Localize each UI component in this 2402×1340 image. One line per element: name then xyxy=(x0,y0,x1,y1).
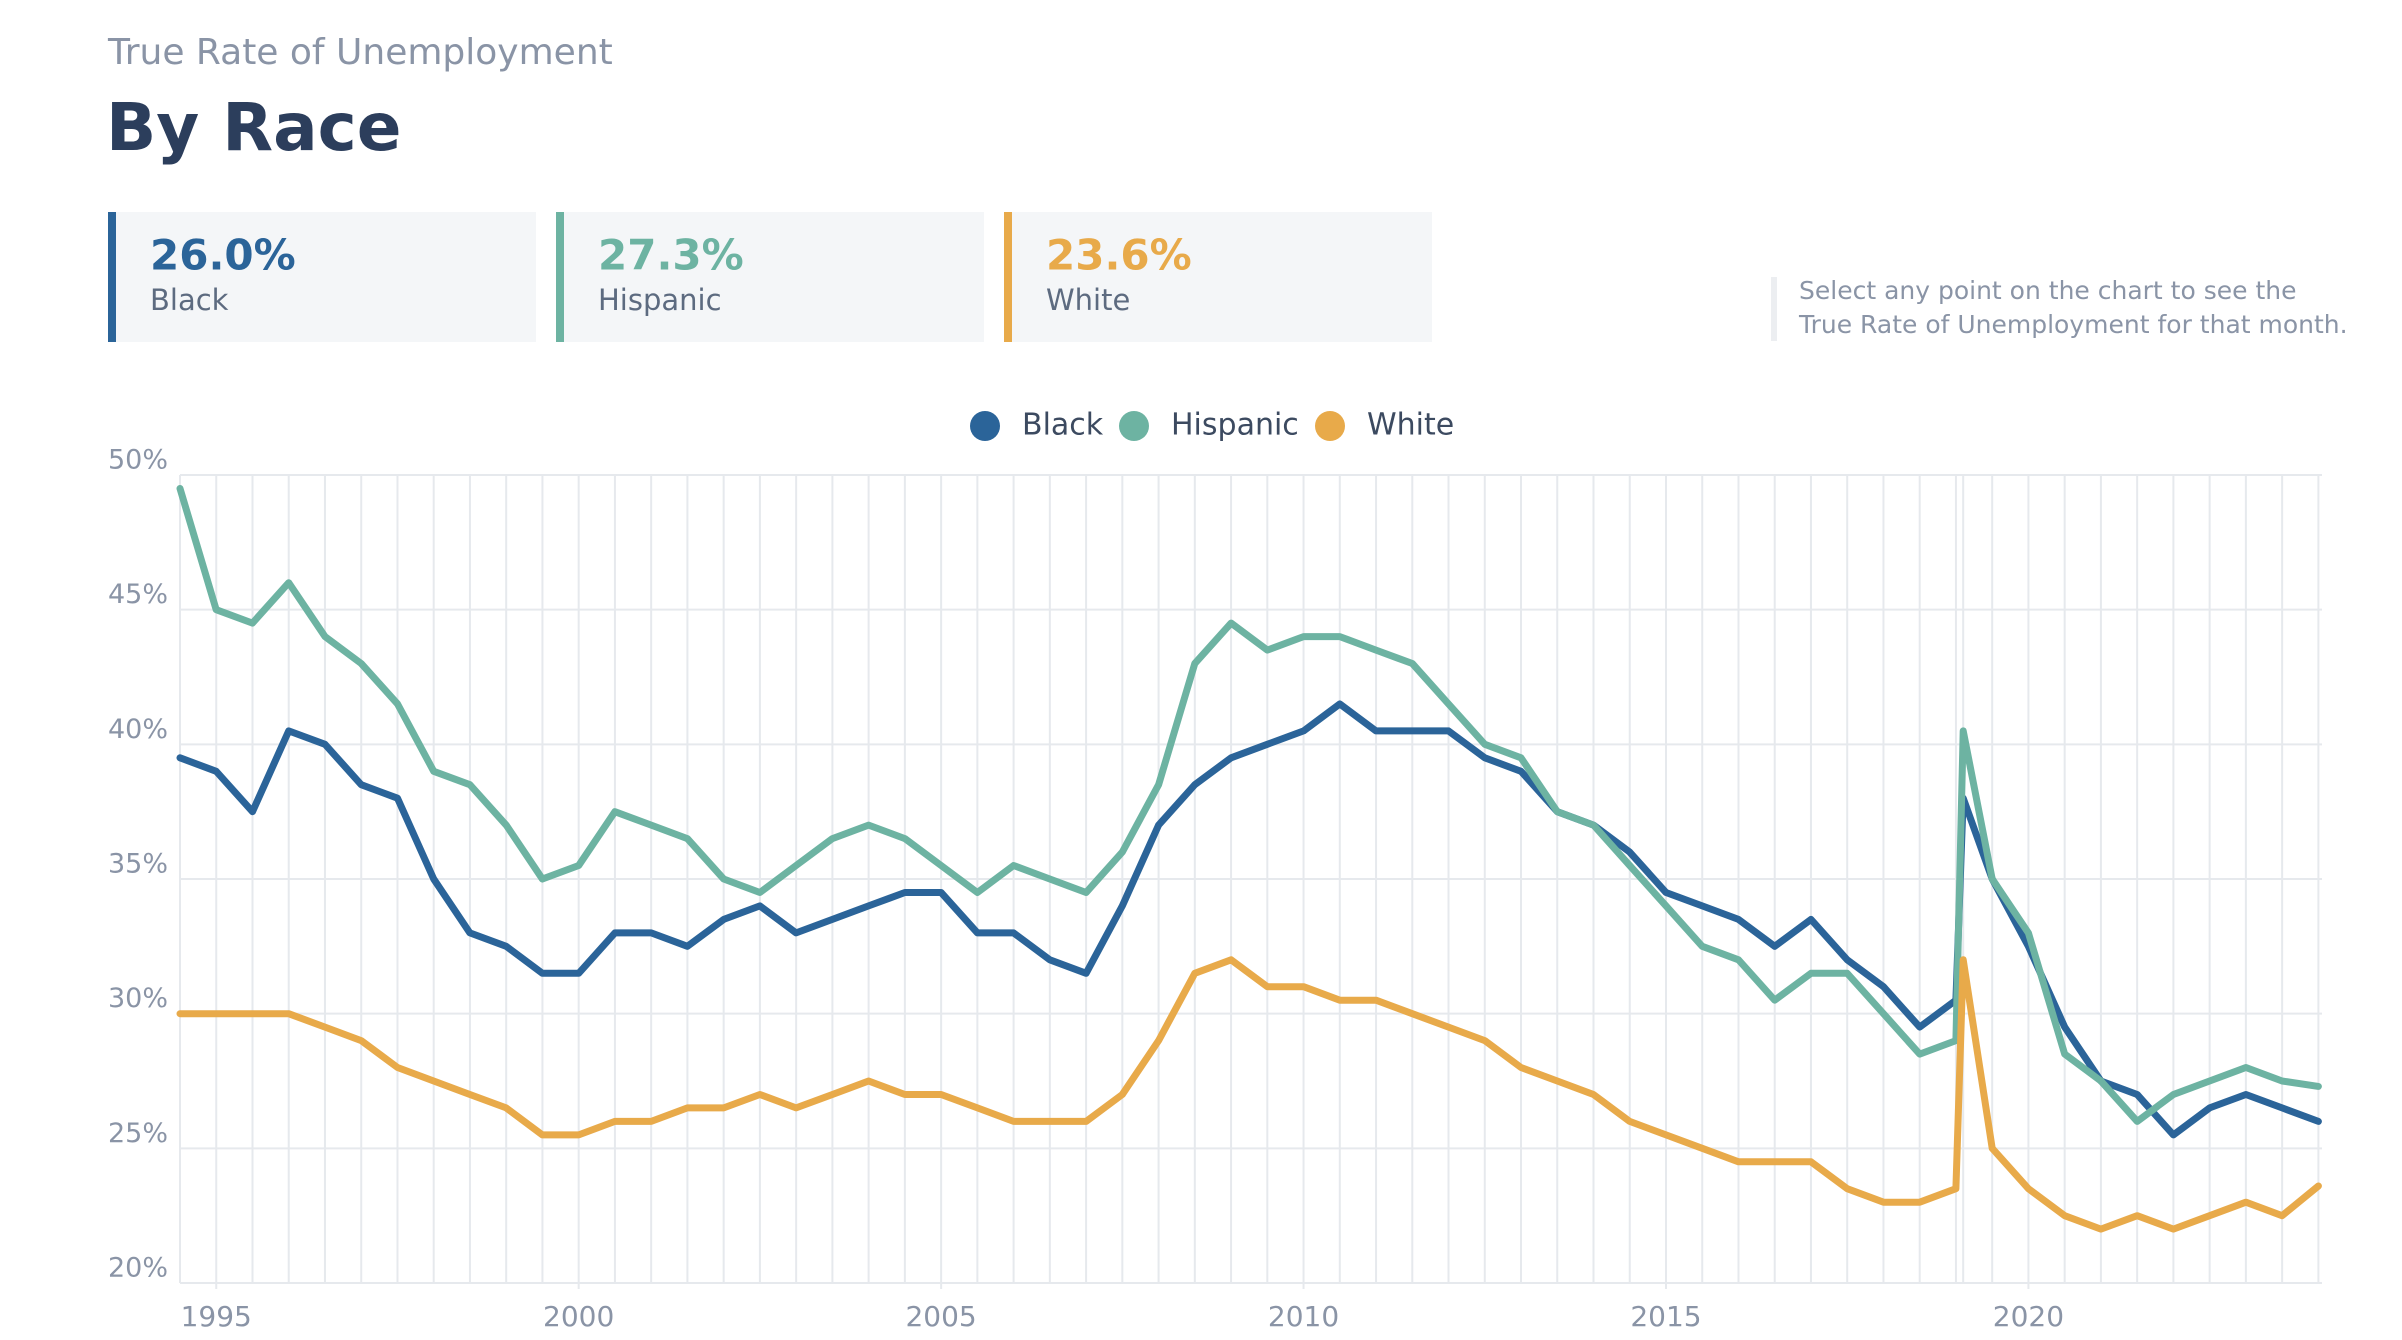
x-tick-label: 2015 xyxy=(1630,1300,1701,1333)
x-tick-label: 2005 xyxy=(905,1300,976,1333)
card-accent xyxy=(556,212,564,342)
x-tick-label: 2000 xyxy=(543,1300,614,1333)
legend-dot xyxy=(1315,411,1345,441)
note: Select any point on the chart to see the xyxy=(1799,276,2297,305)
card-value: 27.3% xyxy=(598,231,744,280)
x-tick-label: 1995 xyxy=(181,1300,252,1333)
y-tick-label: 30% xyxy=(108,983,168,1014)
title: By Race xyxy=(106,89,402,166)
legend-label: Black xyxy=(1022,408,1104,443)
note-bar xyxy=(1771,277,1777,341)
x-tick-label: 2010 xyxy=(1268,1300,1339,1333)
y-tick-label: 25% xyxy=(108,1118,168,1149)
kicker: True Rate of Unemployment xyxy=(107,32,613,73)
card-accent xyxy=(108,212,116,342)
line xyxy=(176,956,2322,1233)
card-accent xyxy=(1004,212,1012,342)
line xyxy=(176,485,2322,1125)
note: True Rate of Unemployment for that month… xyxy=(1798,310,2348,339)
card xyxy=(1004,212,1432,342)
legend-dot xyxy=(970,411,1000,441)
y-tick-label: 50% xyxy=(108,445,168,476)
legend-label: White xyxy=(1367,408,1454,443)
card xyxy=(556,212,984,342)
card-value: 23.6% xyxy=(1046,231,1192,280)
card-label: Hispanic xyxy=(598,283,722,317)
card-label: White xyxy=(1046,283,1130,317)
card-label: Black xyxy=(150,283,229,317)
legend-label: Hispanic xyxy=(1171,408,1299,443)
y-tick-label: 20% xyxy=(108,1253,168,1284)
y-tick-label: 35% xyxy=(108,849,168,880)
y-tick-label: 45% xyxy=(108,579,168,610)
y-tick-label: 40% xyxy=(108,714,168,745)
x-tick-label: 2020 xyxy=(1993,1300,2064,1333)
card xyxy=(108,212,536,342)
card-value: 26.0% xyxy=(150,231,296,280)
line xyxy=(176,700,2322,1139)
legend-dot xyxy=(1119,411,1149,441)
